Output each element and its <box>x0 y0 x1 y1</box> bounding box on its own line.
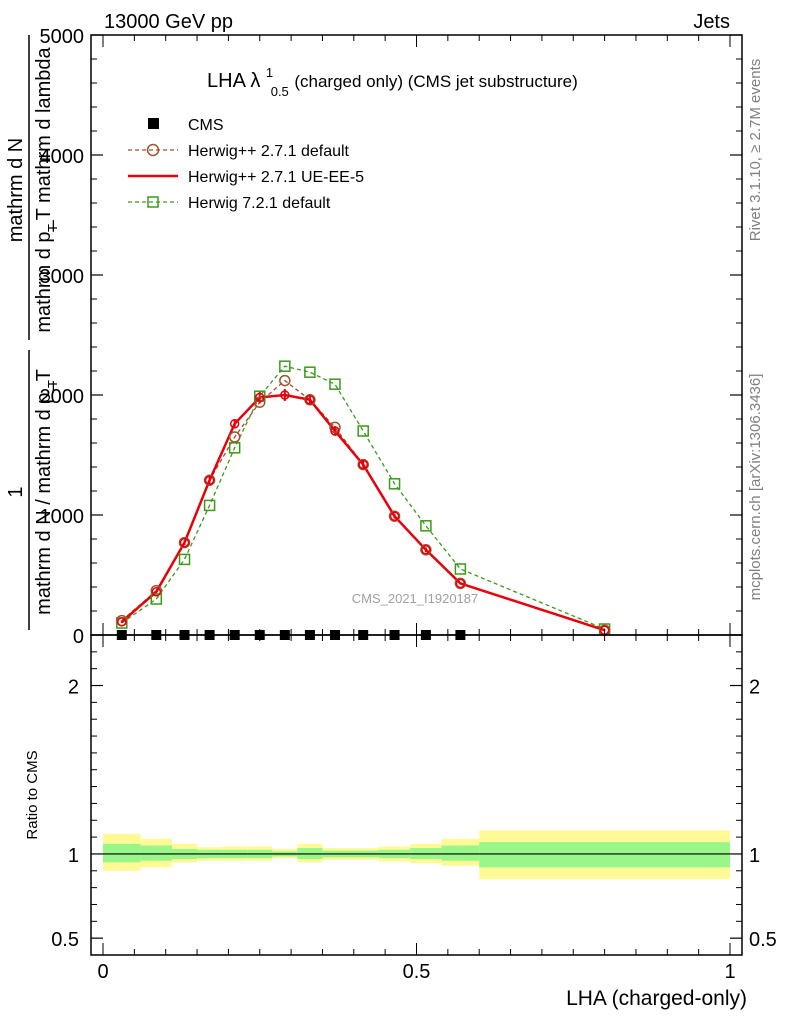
y-tick-label: 3000 <box>40 266 85 288</box>
y-tick-label: 4000 <box>40 146 85 168</box>
chart-title: LHA λ 1 0.5 (charged only) (CMS jet subs… <box>207 60 578 101</box>
herwig-default-point <box>304 394 316 406</box>
herwig-default-point <box>203 474 216 486</box>
herwig-ueee5-point <box>455 578 466 589</box>
ratio-y-tick-label-right: 1 <box>749 845 760 867</box>
herwig72-point <box>279 360 291 372</box>
x-axis-label: LHA (charged-only) <box>566 987 747 1010</box>
herwig72-line <box>121 365 605 630</box>
herwig-ueee5-point <box>330 426 340 436</box>
legend-cms-label: CMS <box>188 117 224 134</box>
y-label-denominator: mathrm d N / mathrm d p_T <box>33 369 55 615</box>
ratio-band-inner <box>140 845 172 861</box>
x-tick-label: 0 <box>97 961 108 983</box>
herwig-default-point <box>454 577 467 590</box>
y-label-one: 1 <box>5 486 27 497</box>
chart-title-sup: 1 <box>266 65 273 80</box>
rivet-label: Rivet 3.1.10, ≥ 2.7M events <box>747 59 764 242</box>
herwig-default-point <box>228 431 241 443</box>
ratio-y-tick-label-right: 0.5 <box>749 929 777 951</box>
herwig-default-point <box>254 396 266 408</box>
y-label-sub-t2: T <box>45 224 60 232</box>
ratio-y-tick-label-right: 2 <box>749 677 760 699</box>
y-label-numerator-2: mathrm d p_T mathrm d lambda <box>33 46 55 332</box>
ratio-band-inner <box>441 845 480 861</box>
ratio-y-tick-label: 0.5 <box>51 929 79 951</box>
herwig-ueee5-point <box>204 475 215 485</box>
header-energy: 13000 GeV pp <box>104 11 233 33</box>
legend-herwig-ueee5-label: Herwig++ 2.7.1 UE-EE-5 <box>188 169 364 186</box>
y-label-numerator-1: mathrm d N <box>5 138 27 242</box>
herwig-ueee5-point <box>151 587 162 597</box>
ratio-frame <box>90 634 743 956</box>
ratio-ylabel: Ratio to CMS <box>24 750 41 839</box>
ratio-axes: 0.5 0.5 1 1 2 2 0 0.5 1 <box>51 635 777 983</box>
legend-herwig72-label: Herwig 7.2.1 default <box>188 195 331 212</box>
chart-title-sub: 0.5 <box>271 84 289 99</box>
chart-title-main: LHA λ <box>207 70 260 92</box>
y-tick-label: 1000 <box>40 506 85 528</box>
herwig72-point <box>178 553 191 566</box>
herwig-ueee5-point <box>280 390 290 400</box>
x-tick-label: 1 <box>724 961 735 983</box>
herwig-default-point <box>178 536 191 549</box>
herwig-ueee5-line <box>120 393 605 632</box>
ratio-band-inner <box>103 843 141 863</box>
y-tick-label: 0 <box>73 626 84 648</box>
chart-title-suffix: (charged only) (CMS jet substructure) <box>294 72 577 91</box>
ratio-y-tick-label: 2 <box>68 677 79 699</box>
legend-cms-marker <box>148 118 159 129</box>
herwig-ueee5-point <box>179 537 190 548</box>
herwig72-point <box>150 593 163 605</box>
y-tick-label: 5000 <box>40 26 85 48</box>
y-axis-label: 1 mathrm d N / mathrm d p_T mathrm d N m… <box>5 35 60 630</box>
legend-herwig72-marker <box>147 196 159 208</box>
herwig-default-point <box>420 544 432 556</box>
herwig72-point <box>329 378 341 390</box>
herwig-ueee5-point <box>305 395 315 405</box>
herwig-ueee5-point <box>255 392 265 403</box>
herwig72-point <box>454 563 467 575</box>
herwig72-point <box>304 366 316 378</box>
herwig-default-point <box>329 421 341 434</box>
herwig-default-point <box>357 458 369 471</box>
herwig72-point <box>357 425 369 437</box>
herwig-default-point <box>279 374 291 387</box>
ratio-band-inner <box>479 842 730 868</box>
legend: CMS Herwig++ 2.7.1 default Herwig++ 2.7.… <box>128 117 364 212</box>
ratio-bands <box>103 830 730 880</box>
herwig-ueee5-point <box>358 459 368 470</box>
legend-herwig-default-marker <box>146 143 160 157</box>
y-tick-label: 2000 <box>40 386 85 408</box>
main-axes: 0 1000 2000 3000 4000 5000 <box>40 26 742 648</box>
herwig-ueee5-point <box>229 419 240 429</box>
header-jets: Jets <box>693 11 730 33</box>
herwig-ueee5-point <box>117 617 127 627</box>
herwig-ueee5-point <box>421 545 431 555</box>
y-label-sub-t1: T <box>45 380 60 388</box>
herwig72-point <box>420 520 432 532</box>
analysis-watermark: CMS_2021_I1920187 <box>352 591 479 606</box>
herwig72-point <box>228 442 241 454</box>
herwig72-point <box>203 499 216 512</box>
herwig72-point <box>388 478 401 490</box>
legend-herwig-default-label: Herwig++ 2.7.1 default <box>188 143 350 160</box>
ratio-y-tick-label: 1 <box>68 845 79 867</box>
herwig-ueee5-point <box>389 511 400 521</box>
main-plot-area <box>116 360 611 640</box>
herwig-default-point <box>388 510 401 522</box>
mcplots-label: mcplots.cern.ch [arXiv:1306.3436] <box>747 374 764 601</box>
x-tick-label: 0.5 <box>403 961 431 983</box>
